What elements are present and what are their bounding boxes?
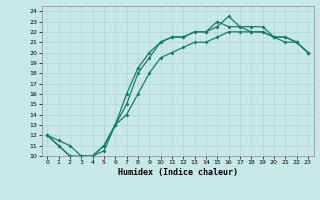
X-axis label: Humidex (Indice chaleur): Humidex (Indice chaleur) [118, 168, 237, 177]
